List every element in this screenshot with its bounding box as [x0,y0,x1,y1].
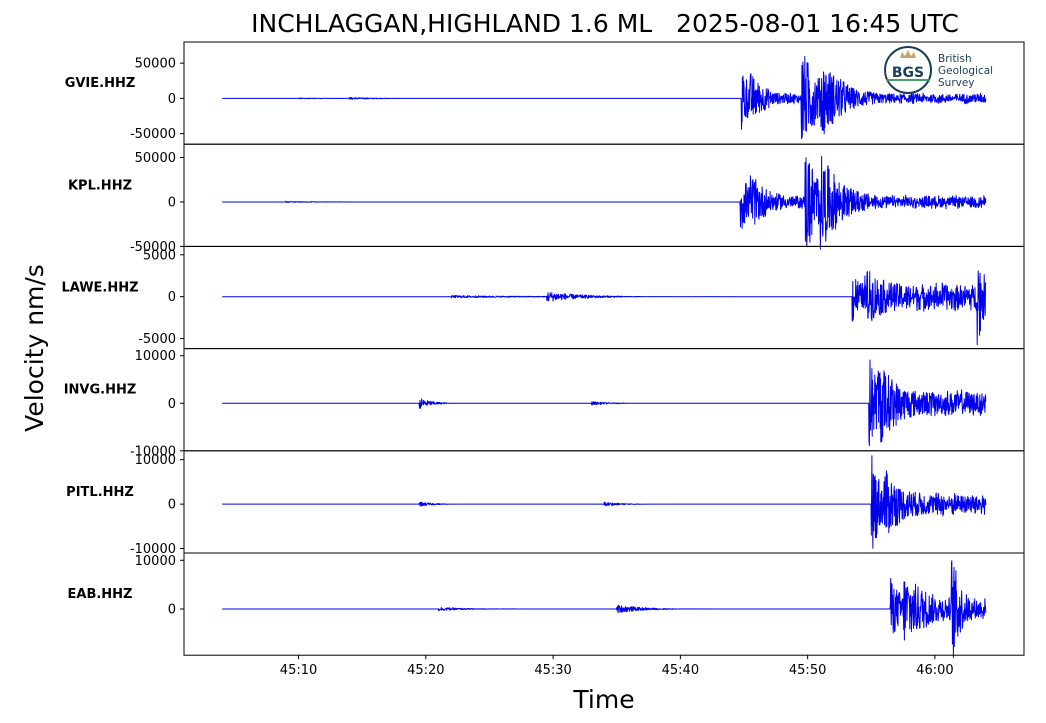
bgs-logo: BGS British Geological Survey [884,46,993,94]
station-label: EAB.HHZ [68,587,133,602]
y-tick-label: -50000 [130,127,176,142]
x-axis-label: Time [572,685,634,714]
bgs-logo-crown-icon [900,50,916,58]
station-label: KPL.HHZ [68,178,132,193]
y-tick-label: 0 [168,290,176,305]
y-tick-label: 0 [168,603,176,618]
y-tick-label: -10000 [130,444,176,459]
x-axis: 45:10 45:20 45:30 45:40 45:50 46:00 [280,655,954,678]
station-label: INVG.HHZ [64,383,137,398]
y-tick-label: 5000 [143,248,176,263]
bgs-logo-line-1: British [938,53,972,65]
chart-title: INCHLAGGAN,HIGHLAND 1.6 ML 2025-08-01 16… [251,9,959,38]
panel-gvie-hhz: GVIE.HHZ 50000 0 -50000 [65,41,1025,145]
bgs-logo-ring [884,46,932,94]
y-tick-label: 50000 [135,57,176,72]
waveform-trace [222,560,987,658]
station-label: GVIE.HHZ [65,76,136,91]
waveform-trace [222,155,987,250]
y-tick-label: 10000 [135,349,176,364]
y-tick-label: -5000 [138,332,176,347]
panel-pitl-hhz: PITL.HHZ 10000 0 -10000 [66,450,1025,557]
bgs-logo-acronym: BGS [892,65,924,81]
station-label: LAWE.HHZ [61,281,138,296]
panel-frame [183,143,1025,247]
x-tick-label: 45:10 [280,663,317,678]
y-tick-label: 0 [168,498,176,513]
y-axis-label: Velocity nm/s [20,264,49,432]
x-tick-label: 45:30 [534,663,571,678]
y-tick-label: -50000 [130,240,176,255]
panel-invg-hhz: INVG.HHZ 10000 0 -10000 [64,348,1025,459]
x-tick-label: 45:20 [407,663,444,678]
panel-frame [183,552,1025,656]
y-tick-label: 0 [168,397,176,412]
waveform-trace [222,55,987,140]
station-label: PITL.HHZ [66,485,134,500]
panels-group: GVIE.HHZ500000-50000KPL.HHZ500000-50000L… [61,41,1025,658]
x-tick-label: 45:50 [789,663,826,678]
y-tick-label: 10000 [135,453,176,468]
panel-lawe-hhz: LAWE.HHZ 5000 0 -5000 [61,245,1025,350]
waveform-trace [222,455,987,549]
x-tick-label: 46:00 [916,663,953,678]
waveform-trace [222,270,987,346]
x-tick-label: 45:40 [662,663,699,678]
y-tick-label: 50000 [135,151,176,166]
y-tick-label: 0 [168,196,176,211]
panel-eab-hhz: EAB.HHZ 10000 0 [68,552,1025,658]
y-tick-label: 10000 [135,554,176,569]
bgs-logo-line-2: Geological [938,65,993,77]
waveform-trace [222,359,987,447]
y-tick-label: 0 [168,92,176,107]
y-tick-label: -10000 [130,542,176,557]
bgs-logo-line-3: Survey [938,77,975,89]
